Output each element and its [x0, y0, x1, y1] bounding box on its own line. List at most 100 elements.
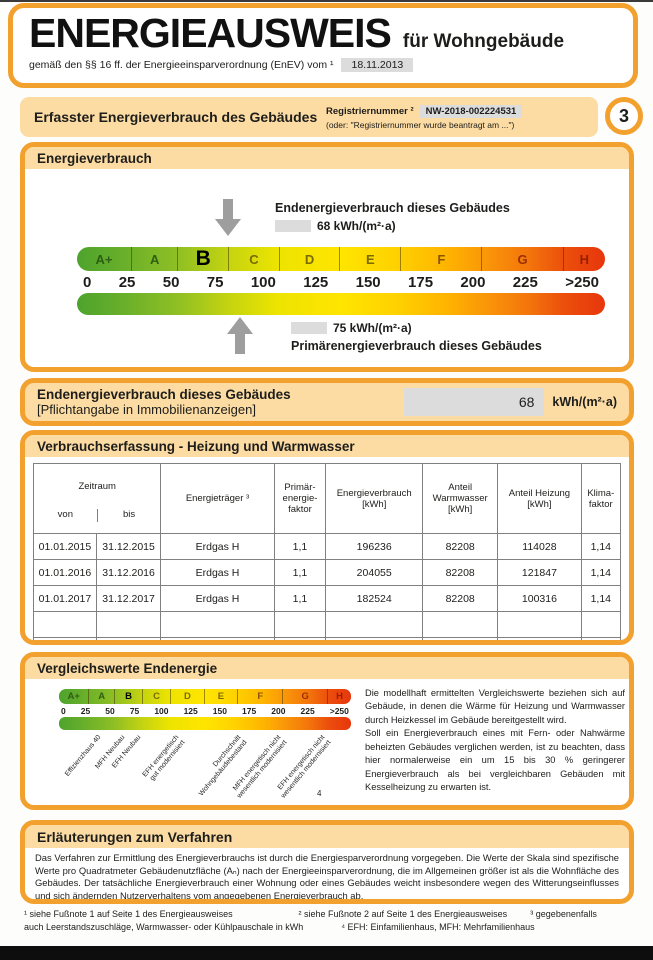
- section-consumption-table: Verbrauchserfassung - Heizung und Warmwa…: [20, 430, 634, 645]
- cell-ww: 82208: [422, 585, 499, 612]
- cell-pef: 1,1: [273, 533, 327, 560]
- cell-verbrauch: 196236: [325, 533, 424, 560]
- header-zeitraum-label: Zeitraum: [78, 481, 116, 492]
- header-anteil-warmwasser: Anteil Warmwasser [kWh]: [422, 463, 499, 534]
- scale-tick-175: 175: [408, 273, 434, 291]
- comparison-scale-class-band: A+ A B C D E F G H: [59, 689, 351, 704]
- cell-bis: 31.12.2016: [95, 559, 162, 586]
- scale-class-h: H: [336, 691, 343, 702]
- scale-class-a: A: [132, 247, 179, 271]
- section-mandatory-value: Endenergieverbrauch dieses Gebäudes [Pfl…: [20, 378, 634, 426]
- cell-bis: 31.12.2017: [95, 585, 162, 612]
- table-header-row: Zeitraum von bis Energieträger ³ Primär-…: [32, 463, 622, 534]
- mandatory-value-field: 68: [404, 388, 545, 416]
- scale-tick-50: 50: [162, 273, 180, 291]
- scale-class-g: G: [482, 247, 564, 271]
- comparison-footnote-mark: 4: [317, 789, 322, 798]
- cell-von: 01.01.2017: [33, 585, 97, 612]
- footnote-3-continued: auch Leerstandszuschläge, Warmwasser- od…: [24, 921, 304, 932]
- cell-pef: 1,1: [273, 585, 327, 612]
- scale-class-f: F: [401, 247, 483, 271]
- mandatory-value: 68: [518, 394, 535, 410]
- footnote-4: ⁴ EFH: Einfamilienhaus, MFH: Mehrfamilie…: [341, 921, 535, 932]
- primary-energy-label-block: 75 kWh/(m²·a) Primärenergieverbrauch die…: [291, 321, 542, 353]
- end-energy-value: 68 kWh/(m²·a): [317, 219, 396, 233]
- document-title: ENERGIEAUSWEIS: [29, 10, 392, 56]
- header-von-bis: von bis: [34, 509, 160, 522]
- scale-class-a: A: [89, 689, 116, 704]
- scale-class-c: C: [229, 247, 280, 271]
- cell-traeger: Erdgas H: [160, 533, 275, 560]
- mandatory-value-subtitle: [Pflichtangabe in Immobilienanzeigen]: [37, 402, 256, 417]
- cell-verbrauch: 204055: [325, 559, 424, 586]
- energy-scale: A+ A B C D E F G H 0 25 50 75 100 125: [77, 247, 605, 315]
- document-subtitle: für Wohngebäude: [402, 31, 565, 52]
- scale-class-b: B: [115, 689, 144, 704]
- comparison-scale-numbers: 0 25 50 75 100 125 150 175 200 225 >250: [59, 704, 351, 717]
- primary-energy-value-line: 75 kWh/(m²·a): [291, 321, 542, 335]
- header-von: von: [57, 509, 73, 520]
- scale-class-e: E: [340, 247, 402, 271]
- scale-class-a-plus: A+: [77, 247, 132, 271]
- scale-tick-0: 0: [83, 273, 92, 291]
- cell-bis: 31.12.2015: [95, 533, 162, 560]
- document-header: ENERGIEAUSWEIS für Wohngebäude gemäß den…: [8, 3, 638, 88]
- consumption-table: Zeitraum von bis Energieträger ³ Primär-…: [32, 463, 622, 640]
- primary-energy-value-field: [291, 322, 327, 334]
- footnote-3: ³ gegebenenfalls: [530, 909, 597, 919]
- mandatory-value-labels: Endenergieverbrauch dieses Gebäudes [Pfl…: [37, 387, 404, 417]
- registration-bar: Erfasster Energieverbrauch des Gebäudes …: [20, 97, 598, 137]
- header-zeitraum: Zeitraum von bis: [32, 463, 162, 534]
- page-number-badge: 3: [605, 97, 643, 135]
- table-row-empty: [33, 611, 622, 638]
- section-comparison-values: Vergleichswerte Endenergie A+ A B C D E …: [20, 652, 634, 810]
- mandatory-value-title: Endenergieverbrauch dieses Gebäudes: [37, 387, 291, 402]
- scale-class-a-plus: A+: [59, 689, 90, 704]
- scale-tick-150: 150: [355, 273, 381, 291]
- cell-pef: 1,1: [273, 559, 327, 586]
- scan-edge-bottom: [0, 946, 653, 960]
- registration-number-line: Registriernummer ² NW-2018-002224531: [326, 104, 584, 118]
- table-row: 01.01.2015 31.12.2015 Erdgas H 1,1 19623…: [33, 533, 622, 560]
- scale-tick-75: 75: [206, 273, 224, 291]
- header-energietraeger: Energieträger ³: [160, 463, 275, 534]
- registration-number-label: Registriernummer ²: [326, 105, 414, 117]
- primary-energy-marker-arrow-icon: [227, 317, 253, 354]
- scale-tick-25: 25: [118, 273, 136, 291]
- end-energy-label: Endenergieverbrauch dieses Gebäudes: [275, 201, 510, 215]
- scan-edge-top: [0, 0, 653, 2]
- registration-note: (oder: "Registriernummer wurde beantragt…: [326, 119, 515, 130]
- energy-scale-gradient-band: [77, 293, 605, 315]
- primary-energy-label: Primärenergieverbrauch dieses Gebäudes: [291, 339, 542, 353]
- footnote-2: ² siehe Fußnote 2 auf Seite 1 des Energi…: [298, 909, 508, 919]
- header-primaerenergiefaktor: Primär- energie- faktor: [273, 463, 327, 534]
- energy-scale-numbers: 0 25 50 75 100 125 150 175 200 225 >250: [77, 271, 605, 293]
- cell-traeger: Erdgas H: [160, 559, 275, 586]
- footnote-row-2: auch Leerstandszuschläge, Warmwasser- od…: [24, 921, 634, 934]
- footnote-1: ¹ siehe Fußnote 1 auf Seite 1 des Energi…: [24, 909, 233, 919]
- scale-class-f: F: [238, 689, 284, 704]
- comparison-section-title: Vergleichswerte Endenergie: [25, 657, 629, 679]
- ordinance-date: 18.11.2013: [341, 58, 414, 73]
- section-page-title: Erfasster Energieverbrauch des Gebäudes: [34, 109, 318, 125]
- consumption-table-title: Verbrauchserfassung - Heizung und Warmwa…: [25, 435, 629, 457]
- header-anteil-heizung: Anteil Heizung [kWh]: [497, 463, 582, 534]
- scale-tick-100: 100: [250, 273, 276, 291]
- scale-tick-225: 225: [512, 273, 538, 291]
- law-reference-text: gemäß den §§ 16 ff. der Energieeinsparve…: [29, 59, 334, 72]
- law-reference-line: gemäß den §§ 16 ff. der Energieeinsparve…: [29, 58, 617, 73]
- comparison-scale: A+ A B C D E F G H 0 25 50 75 100 125: [59, 689, 351, 730]
- footnotes: ¹ siehe Fußnote 1 auf Seite 1 des Energi…: [24, 908, 634, 933]
- cell-heizung: 114028: [497, 533, 582, 560]
- scale-class-d: D: [171, 689, 205, 704]
- method-explanation-text: Das Verfahren zur Ermittlung des Energie…: [35, 852, 619, 902]
- end-energy-value-line: 68 kWh/(m²·a): [275, 219, 510, 233]
- end-energy-label-block: Endenergieverbrauch dieses Gebäudes 68 k…: [275, 201, 510, 233]
- energy-scale-class-band: A+ A B C D E F G H: [77, 247, 605, 271]
- consumption-table-wrapper: Zeitraum von bis Energieträger ³ Primär-…: [25, 457, 629, 640]
- cell-von: 01.01.2016: [33, 559, 97, 586]
- primary-energy-value: 75 kWh/(m²·a): [333, 321, 412, 335]
- end-energy-value-field: [275, 220, 311, 232]
- comparison-scale-gradient-band: [59, 717, 351, 730]
